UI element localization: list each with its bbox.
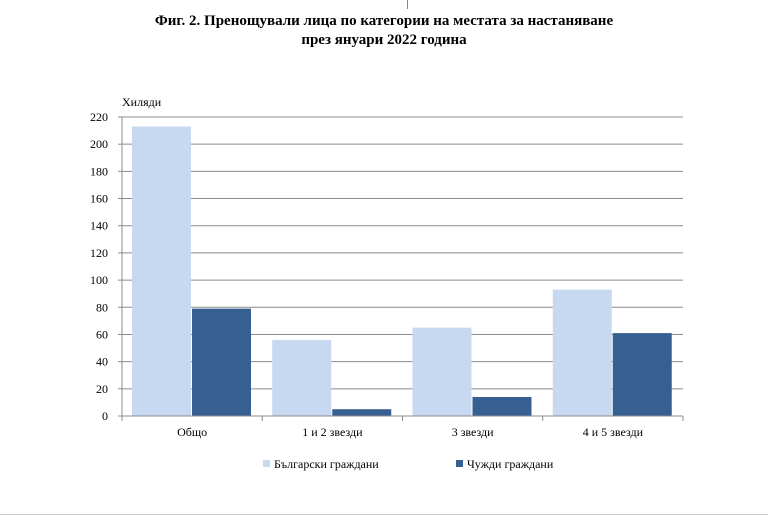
y-tick-label: 140: [90, 219, 108, 233]
x-tick-label: Общо: [177, 425, 207, 439]
bar: [332, 409, 392, 416]
y-tick-label: 160: [90, 192, 108, 206]
y-tick-label: 60: [96, 327, 108, 341]
bar: [272, 339, 332, 416]
y-tick-label: 200: [90, 137, 108, 151]
bar: [612, 333, 672, 416]
x-axis: Общо 1 и 2 звезди 3 звезди 4 и 5 звезди: [121, 415, 684, 439]
y-tick-label: 120: [90, 246, 108, 260]
bar: [472, 396, 532, 416]
bar: [412, 327, 472, 416]
x-tick-label: 3 звезди: [452, 425, 494, 439]
y-tick-label: 80: [96, 300, 108, 314]
bar: [552, 289, 612, 416]
y-tick-label: 220: [90, 110, 108, 124]
x-tick-label: 1 и 2 звезди: [302, 425, 363, 439]
legend: Български граждани Чужди граждани: [263, 457, 554, 471]
y-tick-label: 20: [96, 382, 108, 396]
y-axis: 0 20 40 60 80 100 120 140 160 180 200 220: [90, 110, 123, 423]
legend-label: Чужди граждани: [467, 457, 554, 471]
legend-swatch: [263, 460, 270, 467]
page-divider-bottom: [0, 514, 768, 515]
legend-label: Български граждани: [274, 457, 379, 471]
y-unit-label: Хиляди: [122, 95, 162, 109]
y-tick-label: 40: [96, 355, 108, 369]
x-tick-label: 4 и 5 звезди: [583, 425, 644, 439]
y-tick-label: 0: [102, 409, 108, 423]
chart-title: Фиг. 2. Пренощували лица по категории на…: [0, 12, 768, 50]
bar: [132, 126, 191, 416]
legend-swatch: [456, 460, 463, 467]
page-divider-top: [407, 0, 408, 9]
y-tick-label: 180: [90, 164, 108, 178]
chart-title-line1: Фиг. 2. Пренощували лица по категории на…: [154, 13, 614, 29]
bars: [132, 126, 672, 416]
chart-title-line2: през януари 2022 година: [301, 32, 467, 48]
bar: [192, 308, 251, 416]
y-tick-label: 100: [90, 273, 108, 287]
